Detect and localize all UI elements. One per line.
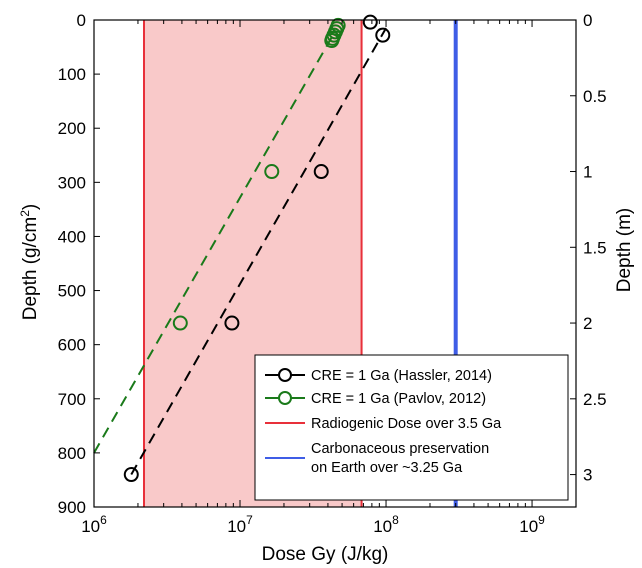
y-right-tick-label: 1.5 [583,238,607,257]
series-1-trend-line [93,30,337,454]
y-left-tick-label: 400 [58,227,86,246]
y-right-tick-label: 1 [583,163,592,182]
legend-swatch-marker [278,391,292,405]
x-tick-exponent: 9 [538,513,545,527]
y-left-tick-label: 500 [58,282,86,301]
series-0-point [224,315,240,331]
y-axis-left-label: Depth (g/cm2) [18,204,41,321]
legend-label: Radiogenic Dose over 3.5 Ga [311,416,502,432]
x-tick-label: 107 [227,513,253,536]
y-right-tick-label: 2 [583,314,592,333]
legend-label: CRE = 1 Ga (Pavlov, 2012) [311,391,486,407]
y-left-tick-label: 0 [77,11,86,30]
series-0-trend-line [130,27,387,476]
y-left-tick-label: 200 [58,119,86,138]
y-left-tick-label: 300 [58,173,86,192]
y-left-tick-label: 100 [58,65,86,84]
legend-box [254,354,569,501]
series-0-point [313,164,329,180]
x-tick-label: 106 [81,513,107,536]
series-0-point [123,467,139,483]
legend-label: Carbonaceous preservation [311,441,489,457]
x-tick-label: 108 [373,513,399,536]
y-left-tick-label: 900 [58,498,86,517]
x-tick-label: 109 [519,513,545,536]
y-left-tick-label: 800 [58,444,86,463]
y-axis-left-label-end: ) [20,204,41,210]
x-tick-exponent: 8 [392,513,399,527]
series-1-point [324,33,340,49]
series-0-point [375,27,391,43]
legend-swatch-marker [278,368,292,382]
series-1-point [172,315,188,331]
x-tick-exponent: 7 [246,513,253,527]
plot-frame [93,19,577,508]
y-left-tick-label: 600 [58,336,86,355]
y-axis-left-label-main: Depth (g/cm [20,217,41,320]
y-right-tick-label: 0.5 [583,87,607,106]
legend-label: CRE = 1 Ga (Hassler, 2014) [311,368,492,384]
y-axis-right-label: Depth (m) [614,208,635,292]
y-right-tick-label: 3 [583,466,592,485]
x-axis-label: Dose Gy (J/kg) [262,544,389,565]
x-tick-base: 10 [81,517,100,536]
series-0-point [362,14,378,30]
x-tick-base: 10 [373,517,392,536]
y-right-tick-label: 0 [583,11,592,30]
series-1-point [264,164,280,180]
y-axis-left-label-sup: 2 [18,210,32,217]
x-tick-base: 10 [519,517,538,536]
y-right-tick-label: 2.5 [583,390,607,409]
y-left-tick-label: 700 [58,390,86,409]
legend-label: on Earth over ~3.25 Ga [311,460,463,476]
x-tick-exponent: 6 [100,513,107,527]
plot-area: 106 107 108 1090100200300400500600700800900… [58,11,607,536]
x-tick-base: 10 [227,517,246,536]
